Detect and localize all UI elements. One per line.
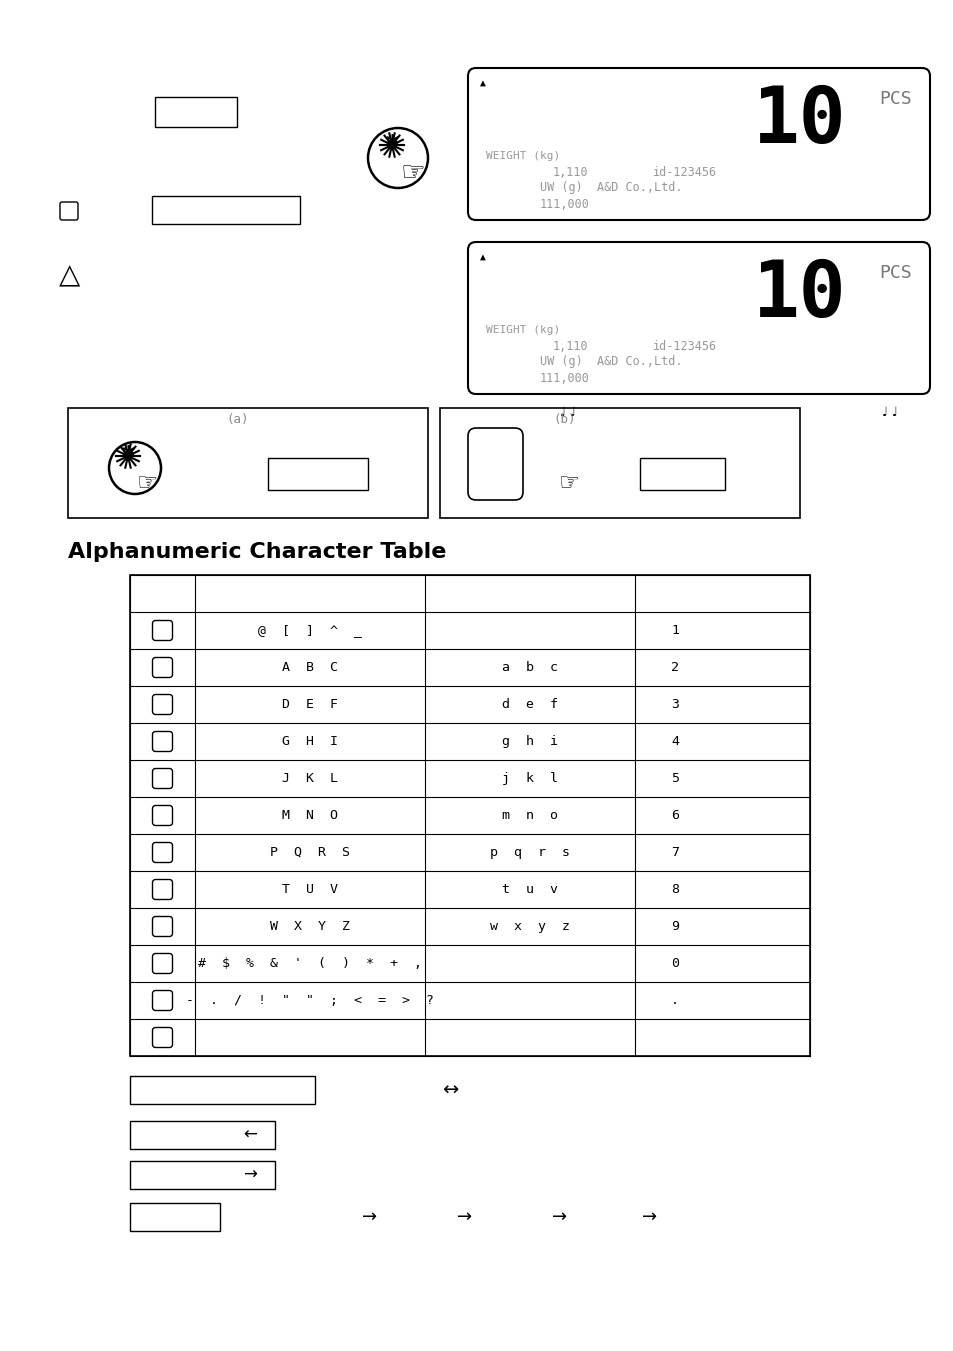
FancyBboxPatch shape	[152, 990, 172, 1011]
Bar	[68, 408, 428, 517]
Text: ▲: ▲	[479, 78, 485, 88]
Text: UW (g)  A&D Co.,Ltd.: UW (g) A&D Co.,Ltd.	[539, 355, 681, 369]
Text: 9: 9	[670, 920, 679, 934]
Text: PCS: PCS	[879, 263, 911, 282]
Text: T  U  V: T U V	[282, 884, 337, 896]
Text: t  u  v: t u v	[501, 884, 558, 896]
Text: w  x  y  z: w x y z	[490, 920, 569, 934]
Text: (a): (a)	[227, 413, 249, 427]
FancyBboxPatch shape	[468, 242, 929, 394]
Text: ♩ ♩: ♩ ♩	[882, 407, 897, 419]
Text: d  e  f: d e f	[501, 698, 558, 711]
Bar	[130, 1121, 274, 1148]
Text: -  .  /  !  "  "  ;  <  =  >  ?: - . / ! " " ; < = > ?	[186, 994, 434, 1006]
Text: *: *	[120, 444, 135, 467]
Text: 7: 7	[670, 846, 679, 859]
Text: ♩ ♩: ♩ ♩	[559, 407, 576, 419]
FancyBboxPatch shape	[152, 620, 172, 640]
Text: id-123456: id-123456	[652, 166, 717, 180]
Bar	[154, 97, 236, 127]
Text: 8: 8	[670, 884, 679, 896]
Text: P  Q  R  S: P Q R S	[270, 846, 350, 859]
FancyBboxPatch shape	[152, 954, 172, 974]
Text: 1,110: 1,110	[553, 166, 588, 180]
Text: 10: 10	[753, 82, 846, 159]
Text: ←: ←	[243, 1125, 256, 1144]
FancyBboxPatch shape	[468, 428, 522, 500]
FancyBboxPatch shape	[152, 880, 172, 900]
Text: 1,110: 1,110	[553, 340, 588, 354]
Bar	[130, 1161, 274, 1189]
Text: .: .	[670, 994, 679, 1006]
Text: ☞: ☞	[137, 471, 158, 494]
Text: *: *	[384, 132, 399, 157]
Text: Alphanumeric Character Table: Alphanumeric Character Table	[68, 542, 446, 562]
Text: j  k  l: j k l	[501, 771, 558, 785]
Text: 5: 5	[670, 771, 679, 785]
FancyBboxPatch shape	[152, 769, 172, 789]
Text: g  h  i: g h i	[501, 735, 558, 748]
Text: ▲: ▲	[479, 253, 485, 262]
Text: @  [  ]  ^  _: @ [ ] ^ _	[257, 624, 361, 638]
Text: 4: 4	[670, 735, 679, 748]
Text: 1: 1	[670, 624, 679, 638]
FancyBboxPatch shape	[152, 731, 172, 751]
Bar	[152, 196, 299, 224]
FancyBboxPatch shape	[152, 805, 172, 825]
Bar	[130, 1202, 220, 1231]
Text: id-123456: id-123456	[652, 340, 717, 354]
Text: 3: 3	[670, 698, 679, 711]
Text: W  X  Y  Z: W X Y Z	[270, 920, 350, 934]
Text: A  B  C: A B C	[282, 661, 337, 674]
Text: →: →	[362, 1208, 377, 1225]
Text: →: →	[456, 1208, 472, 1225]
Text: PCS: PCS	[879, 91, 911, 108]
Text: M  N  O: M N O	[282, 809, 337, 821]
Text: ☞: ☞	[558, 471, 580, 494]
Text: J  K  L: J K L	[282, 771, 337, 785]
Text: ☞: ☞	[400, 159, 425, 186]
FancyBboxPatch shape	[152, 843, 172, 862]
Bar	[268, 458, 368, 490]
Bar	[639, 458, 724, 490]
Text: m  n  o: m n o	[501, 809, 558, 821]
FancyBboxPatch shape	[468, 68, 929, 220]
FancyBboxPatch shape	[152, 916, 172, 936]
Text: WEIGHT (kg): WEIGHT (kg)	[485, 326, 559, 335]
Text: UW (g)  A&D Co.,Ltd.: UW (g) A&D Co.,Ltd.	[539, 181, 681, 195]
Text: a  b  c: a b c	[501, 661, 558, 674]
Text: ↔: ↔	[441, 1081, 457, 1100]
Bar	[130, 1075, 314, 1104]
FancyBboxPatch shape	[152, 694, 172, 715]
FancyBboxPatch shape	[152, 658, 172, 677]
Text: 10: 10	[753, 257, 846, 332]
Text: →: →	[552, 1208, 567, 1225]
Text: D  E  F: D E F	[282, 698, 337, 711]
Bar	[130, 576, 809, 1056]
Text: 0: 0	[670, 957, 679, 970]
Bar	[439, 408, 800, 517]
Text: G  H  I: G H I	[282, 735, 337, 748]
Text: p  q  r  s: p q r s	[490, 846, 569, 859]
FancyBboxPatch shape	[152, 1028, 172, 1047]
Text: 111,000: 111,000	[539, 372, 589, 385]
Text: →: →	[243, 1166, 256, 1183]
Text: WEIGHT (kg): WEIGHT (kg)	[485, 151, 559, 161]
Text: #  $  %  &  '  (  )  *  +  ,: # $ % & ' ( ) * + ,	[198, 957, 421, 970]
Text: →: →	[641, 1208, 657, 1225]
Text: 111,000: 111,000	[539, 197, 589, 211]
Text: (b): (b)	[553, 413, 576, 427]
Text: 6: 6	[670, 809, 679, 821]
Text: 2: 2	[670, 661, 679, 674]
FancyBboxPatch shape	[60, 203, 78, 220]
Text: △: △	[59, 261, 81, 289]
